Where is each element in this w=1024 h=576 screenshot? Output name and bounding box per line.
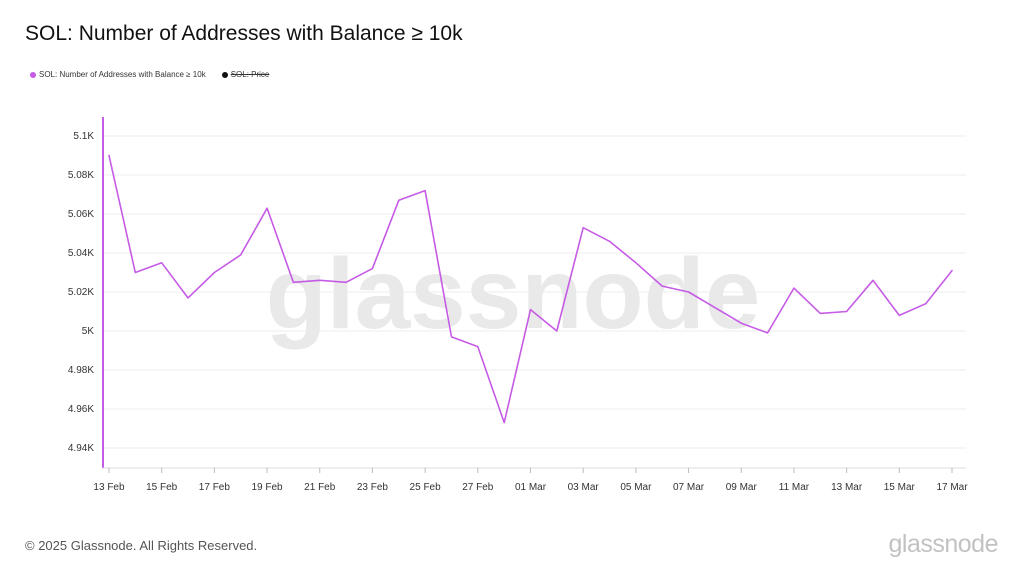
- x-tick-label: 27 Feb: [462, 482, 494, 493]
- data-point: [187, 297, 189, 299]
- data-point: [845, 310, 847, 312]
- y-tick-label: 5.1K: [73, 131, 94, 142]
- data-point: [161, 262, 163, 264]
- data-point: [687, 291, 689, 293]
- data-point: [424, 189, 426, 191]
- legend-item-price[interactable]: SOL: Price: [221, 70, 270, 79]
- legend-item-addresses[interactable]: SOL: Number of Addresses with Balance ≥ …: [30, 70, 206, 79]
- data-point: [582, 227, 584, 229]
- data-point: [319, 279, 321, 281]
- y-tick-label: 4.96K: [68, 404, 94, 415]
- y-tick-label: 5.06K: [68, 209, 94, 220]
- x-tick-label: 01 Mar: [515, 482, 547, 493]
- data-point: [213, 271, 215, 273]
- x-axis: 13 Feb 15 Feb 17 Feb 19 Feb 21 Feb 23 Feb 25 F…: [93, 467, 968, 493]
- data-point: [292, 281, 294, 283]
- data-point: [266, 207, 268, 209]
- x-tick-label: 07 Mar: [673, 482, 705, 493]
- x-tick-label: 17 Mar: [936, 482, 968, 493]
- x-tick-label: 19 Feb: [251, 482, 283, 493]
- x-tick-label: 11 Mar: [779, 482, 810, 493]
- x-tick-label: 21 Feb: [304, 482, 336, 493]
- data-point: [635, 262, 637, 264]
- grid-lines: [103, 135, 966, 449]
- data-point: [898, 314, 900, 316]
- copyright-text: © 2025 Glassnode. All Rights Reserved.: [25, 538, 258, 553]
- data-point: [740, 322, 742, 324]
- data-point: [714, 306, 716, 308]
- data-point: [925, 303, 927, 305]
- data-point: [661, 285, 663, 287]
- data-point: [872, 279, 874, 281]
- y-tick-label: 4.94K: [68, 443, 94, 454]
- data-point: [819, 312, 821, 314]
- legend-dot-price: [221, 71, 228, 78]
- x-tick-label: 03 Mar: [568, 482, 600, 493]
- legend-label-price: SOL: Price: [230, 70, 270, 79]
- data-point: [371, 267, 373, 269]
- series-line-addresses: [108, 154, 953, 424]
- x-tick-label: 23 Feb: [357, 482, 389, 493]
- data-point: [608, 240, 610, 242]
- legend-dot-addresses: [30, 71, 36, 78]
- x-tick-label: 25 Feb: [410, 482, 442, 493]
- series-addresses: [108, 154, 953, 424]
- legend-label-addresses: SOL: Number of Addresses with Balance ≥ …: [39, 70, 206, 79]
- data-point: [398, 199, 400, 201]
- y-tick-label: 5.04K: [68, 248, 94, 259]
- x-tick-label: 13 Feb: [93, 482, 125, 493]
- data-point: [240, 254, 242, 256]
- chart-title: SOL: Number of Addresses with Balance ≥ …: [25, 22, 463, 45]
- glassnode-logo: glassnode: [888, 530, 999, 558]
- data-point: [450, 336, 452, 338]
- data-point: [108, 154, 110, 156]
- data-point: [134, 271, 136, 273]
- data-point: [556, 330, 558, 332]
- x-tick-label: 09 Mar: [726, 482, 758, 493]
- x-tick-label: 17 Feb: [199, 482, 231, 493]
- x-tick-label: 05 Mar: [620, 482, 652, 493]
- y-tick-label: 5.08K: [68, 170, 94, 181]
- x-tick-label: 15 Mar: [884, 482, 916, 493]
- y-axis: 4.94K 4.96K 4.98K 5K 5.02K 5.04K 5.06K 5.08K 5.1…: [68, 117, 104, 468]
- data-point: [766, 332, 768, 334]
- y-tick-label: 4.98K: [68, 365, 94, 376]
- data-point: [951, 269, 953, 271]
- data-point: [503, 421, 505, 423]
- y-tick-label: 5.02K: [68, 287, 94, 298]
- x-tick-label: 15 Feb: [146, 482, 178, 493]
- data-point: [529, 308, 531, 310]
- x-tick-label: 13 Mar: [831, 482, 863, 493]
- legend: SOL: Number of Addresses with Balance ≥ …: [30, 70, 269, 79]
- data-point: [793, 287, 795, 289]
- data-point: [477, 345, 479, 347]
- data-point: [345, 281, 347, 283]
- y-tick-label: 5K: [82, 326, 95, 337]
- watermark: glassnode: [266, 238, 761, 350]
